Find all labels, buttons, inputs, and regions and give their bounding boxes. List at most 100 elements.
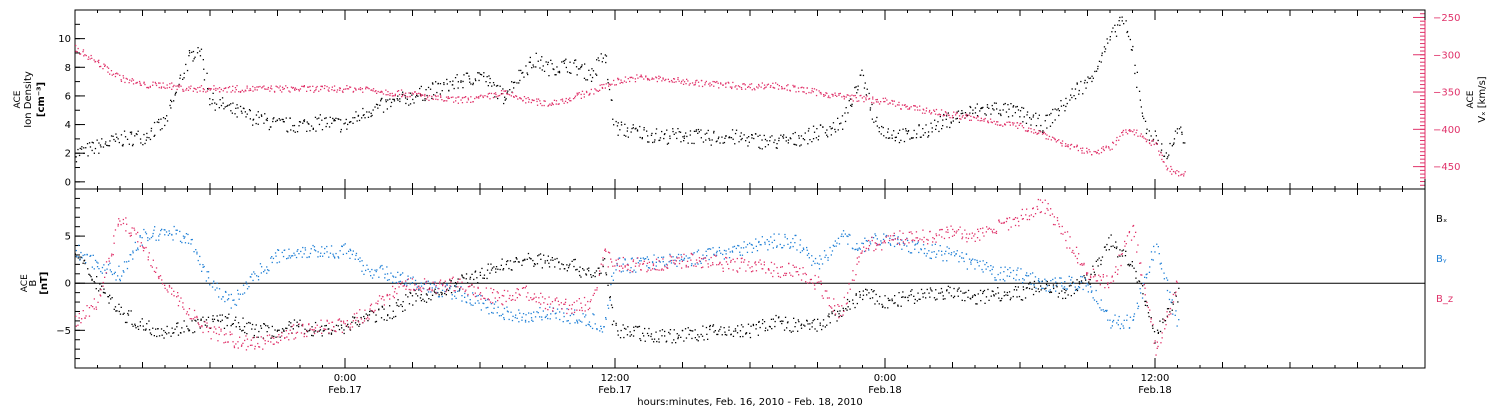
bottom-series-1-point (1132, 319, 1135, 321)
bottom-series-2-point (552, 307, 555, 309)
top-series-0-point (579, 68, 581, 70)
top-series-0-point (338, 118, 340, 120)
top-series-1-point (722, 84, 724, 86)
top-series-0-point (1101, 52, 1103, 54)
bottom-series-0-point (372, 311, 375, 314)
top-series-1-point (977, 115, 979, 118)
bottom-series-2-point (501, 303, 503, 305)
top-right-ylabel-line2: Vₓ [km/s] (1477, 76, 1488, 122)
bottom-series-1-point (908, 250, 910, 253)
top-series-1-point (1163, 161, 1165, 163)
bottom-series-2-point (658, 260, 660, 262)
bottom-series-1-point (207, 277, 210, 279)
bottom-series-0-point (635, 325, 637, 328)
bottom-series-1-point (161, 228, 163, 230)
top-series-1-point (441, 99, 443, 101)
bottom-series-1-point (1159, 263, 1161, 265)
top-series-0-point (996, 108, 998, 110)
bottom-series-1-point (122, 270, 124, 272)
bottom-series-0-point (396, 304, 398, 307)
bottom-series-1-point (1087, 284, 1089, 286)
bottom-series-1-point (1045, 290, 1047, 292)
top-series-1-point (91, 57, 93, 59)
bottom-series-0-point (1128, 265, 1131, 267)
bottom-series-0-point (980, 300, 982, 302)
top-series-0-point (399, 100, 401, 103)
top-series-1-point (414, 91, 416, 93)
top-series-0-point (513, 87, 515, 89)
bottom-series-2-point (416, 288, 418, 290)
top-series-0-point (371, 114, 373, 117)
bottom-series-2-point (604, 248, 606, 250)
top-series-1-point (190, 85, 192, 87)
top-series-1-point (787, 84, 789, 86)
bottom-series-1-point (201, 270, 203, 272)
top-series-0-point (143, 133, 145, 136)
bottom-series-2-point (849, 288, 851, 290)
bottom-series-2-point (755, 270, 758, 272)
top-series-1-point (1112, 142, 1115, 144)
top-series-1-point (178, 84, 181, 86)
bottom-series-2-point (516, 288, 518, 290)
top-series-1-point (641, 76, 643, 78)
top-series-1-point (444, 100, 446, 102)
bottom-series-1-point (181, 241, 183, 244)
top-series-0-point (129, 131, 132, 133)
top-series-0-point (425, 89, 427, 91)
bottom-series-1-point (132, 258, 134, 260)
top-series-0-point (761, 148, 763, 150)
top-series-0-point (96, 139, 98, 141)
bottom-series-0-point (490, 269, 493, 271)
bottom-series-0-point (1016, 289, 1018, 291)
bottom-series-1-point (1068, 275, 1070, 278)
bottom-series-0-point (437, 292, 439, 294)
bottom-series-1-point (281, 251, 283, 254)
top-series-0-point (956, 117, 958, 120)
bottom-series-1-point (242, 284, 245, 286)
bottom-series-2-point (568, 304, 571, 306)
top-series-0-point (316, 118, 318, 120)
bottom-series-0-point (797, 319, 799, 321)
top-series-1-point (685, 83, 687, 85)
bottom-series-2-point (678, 262, 681, 265)
top-series-1-point (1115, 144, 1117, 146)
top-series-1-point (614, 84, 616, 86)
bottom-series-2-point (326, 319, 328, 321)
bottom-series-0-point (1169, 311, 1171, 313)
top-series-1-point (737, 85, 740, 87)
top-series-0-point (1082, 93, 1084, 95)
top-series-0-point (1114, 24, 1116, 26)
top-series-0-point (1045, 114, 1047, 117)
top-series-1-point (453, 101, 455, 103)
bottom-series-2-point (186, 311, 188, 313)
top-series-1-point (1018, 124, 1020, 126)
top-series-1-point (999, 124, 1001, 126)
top-series-0-point (1065, 105, 1067, 108)
bottom-series-1-point (317, 251, 319, 253)
bottom-series-0-point (807, 323, 809, 325)
top-series-1-point (773, 87, 776, 89)
bottom-series-1-point (1022, 278, 1024, 280)
top-series-1-point (314, 90, 316, 92)
top-series-1-point (1144, 138, 1147, 140)
top-series-1-point (1004, 124, 1007, 126)
bottom-series-1-point (992, 266, 994, 268)
top-y-tick-label: 10 (58, 34, 71, 45)
bottom-series-0-point (795, 322, 797, 324)
bottom-series-0-point (917, 292, 919, 294)
top-series-0-point (273, 117, 275, 119)
bottom-series-1-point (997, 273, 999, 276)
top-series-1-point (980, 117, 982, 119)
top-series-0-point (986, 106, 989, 108)
bottom-series-0-point (822, 325, 824, 327)
top-series-1-point (599, 89, 601, 91)
bottom-series-0-point (288, 321, 290, 323)
bottom-series-1-point (544, 316, 546, 319)
bottom-series-0-point (684, 328, 687, 330)
top-series-0-point (541, 56, 543, 58)
bottom-series-0-point (972, 295, 974, 297)
top-series-1-point (715, 81, 717, 84)
bottom-series-2-point (532, 298, 534, 300)
top-series-0-point (1060, 105, 1063, 107)
top-series-0-point (855, 86, 857, 88)
